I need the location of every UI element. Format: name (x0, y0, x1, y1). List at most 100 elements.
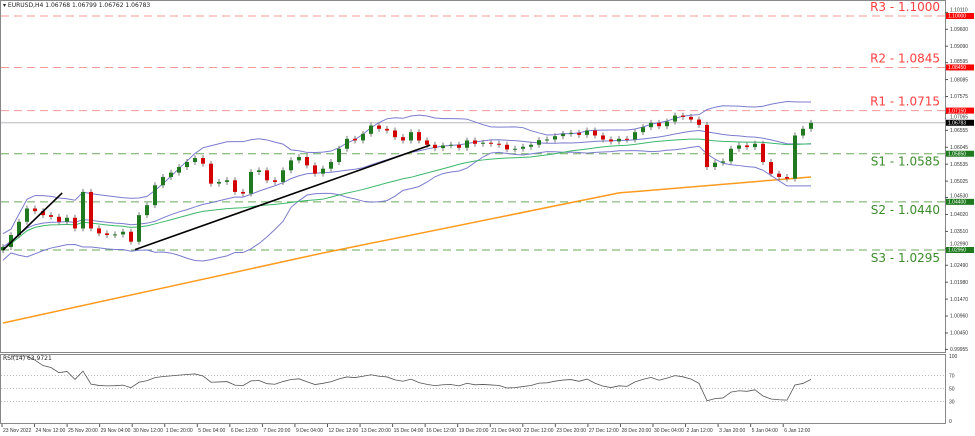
price-tick-label: 1.05535 (950, 162, 968, 168)
candle-body (561, 133, 565, 137)
candle (505, 141, 509, 153)
candle-body (657, 122, 661, 127)
candle (689, 113, 693, 123)
candle (649, 119, 653, 131)
candle (569, 129, 573, 137)
time-tick-label: 27 Dec 12:00 (589, 428, 619, 434)
candle-body (553, 136, 557, 140)
time-tick-label: 21 Dec 04:00 (491, 428, 521, 434)
candle (433, 141, 437, 152)
candle-body (569, 132, 573, 134)
candle-body (337, 148, 341, 163)
rsi-tick-label: 100 (949, 354, 958, 360)
candle-body (265, 170, 269, 181)
candle-body (705, 124, 709, 168)
price-tick-label: 1.09090 (950, 44, 968, 50)
candle-body (593, 130, 597, 136)
candle-body (361, 133, 365, 141)
candle-body (65, 217, 69, 222)
price-tag-text: 1.07150 (948, 108, 966, 114)
candle-body (297, 157, 301, 161)
candle (545, 136, 549, 144)
candle-body (441, 145, 445, 149)
candle (249, 169, 253, 197)
candle-body (521, 146, 525, 149)
level-label-r2: R2 - 1.0845 (870, 51, 940, 65)
price-tag-text: 1.05850 (948, 151, 966, 157)
time-tick-label: 24 Nov 12:00 (36, 428, 66, 434)
candle-body (473, 140, 477, 144)
candle (729, 145, 733, 165)
current-price-tag-text: 1.06783 (948, 120, 966, 126)
price-tick-label: 1.07065 (950, 114, 968, 120)
candle (617, 135, 621, 145)
candle (577, 129, 581, 138)
time-tick-label: 6 Jan 12:00 (784, 428, 810, 434)
time-tick-label: 29 Nov 04:00 (101, 428, 131, 434)
candle (537, 137, 541, 148)
candle (561, 130, 565, 140)
candle-body (585, 130, 589, 135)
candle-body (89, 191, 93, 229)
candle (705, 121, 709, 171)
candle (265, 167, 269, 184)
rsi-panel-frame (0, 354, 946, 424)
price-tick-label: 1.04530 (950, 193, 968, 199)
candle (169, 169, 173, 180)
price-tick-label: 1.00960 (950, 314, 968, 320)
price-tag-text: 1.10000 (948, 14, 966, 20)
candle-body (49, 215, 53, 217)
candle (273, 177, 277, 185)
price-tick-label: 1.09600 (950, 27, 968, 33)
candle (105, 230, 109, 239)
candle-body (697, 119, 701, 125)
candle (529, 141, 533, 150)
candle-body (793, 135, 797, 179)
candle (793, 132, 797, 182)
candle-body (713, 162, 717, 168)
candle-body (425, 140, 429, 145)
candle (801, 125, 805, 139)
rsi-label: RSI(14) 63.9721 (3, 355, 52, 362)
candle-body (185, 162, 189, 168)
candle (161, 173, 165, 189)
candle-body (729, 148, 733, 162)
price-tag-r3 (946, 13, 974, 19)
candle-body (649, 122, 653, 128)
candle-body (193, 158, 197, 163)
current-price-tag (946, 119, 974, 126)
candle (329, 159, 333, 172)
time-tick-label: 15 Dec 04:00 (394, 428, 424, 434)
price-tick-label: 1.08085 (950, 77, 968, 83)
price-tick-label: 1.02490 (950, 263, 968, 269)
rsi-tick-label: 50 (949, 387, 955, 393)
candle-body (289, 160, 293, 171)
candle (609, 136, 613, 145)
candle-body (609, 139, 613, 142)
price-tag-s3 (946, 246, 974, 253)
candle-body (33, 208, 37, 212)
candle-body (257, 170, 261, 172)
price-tick-label: 1.02990 (950, 241, 968, 247)
candle (417, 129, 421, 144)
candle-body (369, 125, 373, 134)
candle (97, 225, 101, 237)
candle-body (105, 233, 109, 236)
candle (481, 139, 485, 147)
candle (57, 213, 61, 225)
candle (641, 124, 645, 136)
price-tag-text: 1.08450 (948, 65, 966, 71)
time-tick-label: 16 Dec 12:00 (426, 428, 456, 434)
time-tick-label: 1 Dec 20:00 (166, 428, 193, 434)
candle-body (281, 170, 285, 182)
candle-body (313, 165, 317, 174)
candle (585, 127, 589, 138)
candle-body (417, 132, 421, 141)
candle-body (177, 167, 181, 173)
time-tick-label: 30 Dec 04:00 (654, 428, 684, 434)
candle (297, 154, 301, 164)
candle-body (113, 234, 117, 236)
candle-body (745, 145, 749, 148)
time-tick-label: 25 Nov 20:00 (68, 428, 98, 434)
